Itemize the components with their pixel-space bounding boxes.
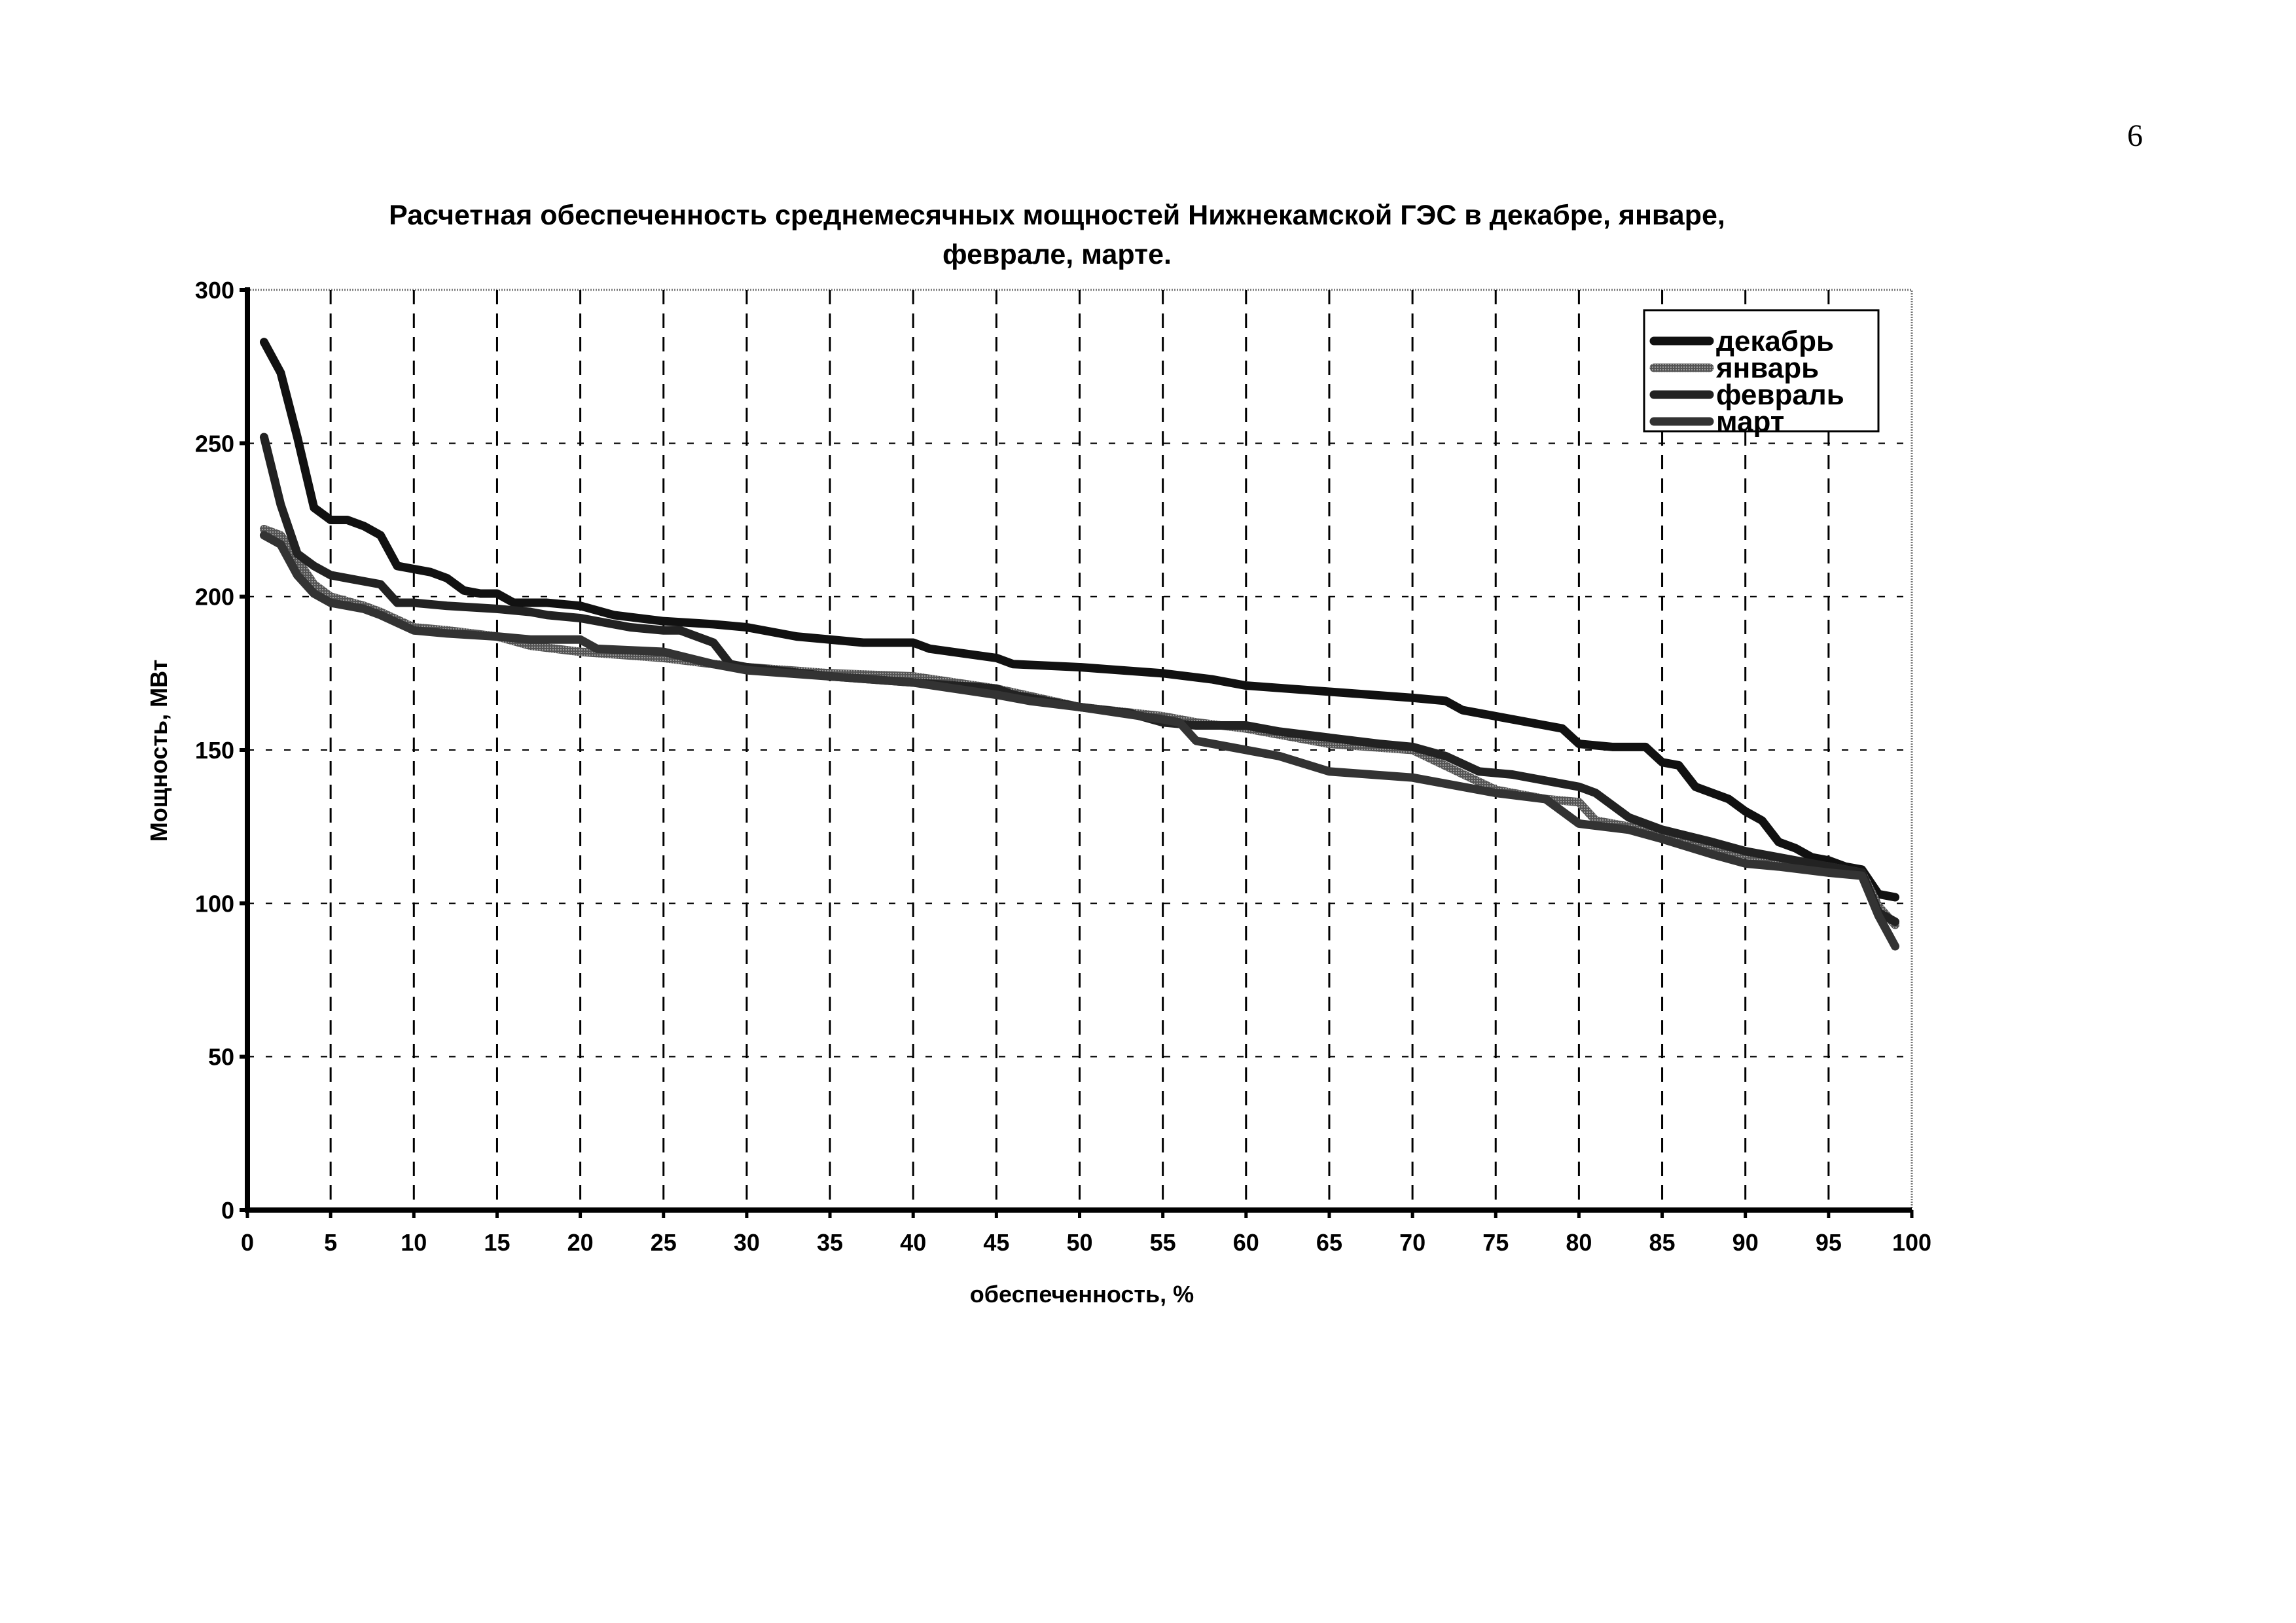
x-tick-label: 60 xyxy=(1233,1229,1259,1256)
x-tick-label: 10 xyxy=(401,1229,427,1256)
grid xyxy=(246,289,1913,1211)
y-tick-label: 100 xyxy=(195,890,234,917)
y-tick-label: 250 xyxy=(195,430,234,457)
x-tick-label: 45 xyxy=(983,1229,1009,1256)
series-lines xyxy=(259,338,1900,951)
x-tick-label: 85 xyxy=(1649,1229,1676,1256)
x-axis-label: обеспеченность, % xyxy=(970,1281,1194,1308)
axes xyxy=(240,287,1914,1218)
x-tick-label: 15 xyxy=(484,1229,510,1256)
legend-label: декабрь xyxy=(1716,325,1834,357)
x-tick-label: 95 xyxy=(1816,1229,1842,1256)
x-tick-label: 90 xyxy=(1732,1229,1759,1256)
x-tick-label: 65 xyxy=(1316,1229,1342,1256)
y-tick-label: 300 xyxy=(195,277,234,304)
legend-label: март xyxy=(1716,406,1784,438)
x-tick-label: 30 xyxy=(734,1229,760,1256)
y-tick-label: 150 xyxy=(195,737,234,764)
page-number: 6 xyxy=(2127,118,2143,153)
y-tick-label: 50 xyxy=(208,1044,234,1071)
x-tick-label: 40 xyxy=(900,1229,926,1256)
series-line-0 xyxy=(259,338,1900,902)
x-tick-label: 70 xyxy=(1399,1229,1426,1256)
x-tick-label: 5 xyxy=(324,1229,337,1256)
x-tick-label: 55 xyxy=(1150,1229,1176,1256)
x-tick-label: 0 xyxy=(241,1229,254,1256)
x-tick-label: 50 xyxy=(1066,1229,1092,1256)
x-tick-label: 75 xyxy=(1482,1229,1509,1256)
chart-title-line1: Расчетная обеспеченность среднемесячных … xyxy=(389,200,1725,231)
legend-label: январь xyxy=(1715,352,1819,384)
x-tick-label: 80 xyxy=(1566,1229,1592,1256)
x-tick-label: 35 xyxy=(817,1229,843,1256)
y-axis-label: Мощность, МВт xyxy=(145,660,172,842)
legend-label: февраль xyxy=(1716,379,1844,411)
series-line-3 xyxy=(259,531,1900,951)
chart-title-line2: феврале, марте. xyxy=(942,239,1172,270)
x-tick-label: 20 xyxy=(567,1229,594,1256)
y-tick-label: 200 xyxy=(195,584,234,611)
x-tick-label: 100 xyxy=(1892,1229,1931,1256)
y-tick-label: 0 xyxy=(221,1197,234,1224)
tick-labels: 0 5 10 15 20 25 30 35 40 45 50 55 60 65 70 75 80 85 90 95 10… xyxy=(195,277,1931,1256)
x-tick-label: 25 xyxy=(651,1229,677,1256)
